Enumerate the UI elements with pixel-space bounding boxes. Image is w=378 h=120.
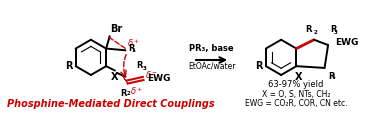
Text: EWG: EWG	[335, 38, 358, 47]
Text: Phosphine-Mediated Direct Couplings: Phosphine-Mediated Direct Couplings	[7, 99, 215, 109]
Text: 3: 3	[142, 66, 146, 71]
Text: $\delta^+$: $\delta^+$	[127, 37, 141, 49]
Text: R: R	[255, 61, 262, 71]
Text: EWG = CO₂R, COR, CN etc.: EWG = CO₂R, COR, CN etc.	[245, 99, 347, 108]
Text: 1: 1	[132, 48, 135, 53]
Text: R: R	[128, 44, 135, 53]
Text: EWG: EWG	[147, 74, 170, 83]
Text: X: X	[294, 72, 302, 82]
Text: $\delta^-$: $\delta^-$	[145, 69, 158, 80]
Text: 3: 3	[333, 30, 337, 35]
Text: $\delta^+$: $\delta^+$	[130, 86, 143, 97]
Text: R: R	[65, 61, 72, 71]
Text: R: R	[328, 72, 335, 81]
Text: Br: Br	[111, 24, 123, 34]
Text: EtOAc/water: EtOAc/water	[188, 62, 235, 71]
Text: 63-97% yield: 63-97% yield	[268, 80, 324, 89]
Text: 2: 2	[314, 30, 318, 35]
Text: PR₃, base: PR₃, base	[189, 44, 234, 53]
Text: R: R	[121, 89, 127, 98]
Text: R: R	[136, 61, 143, 70]
Text: R: R	[330, 25, 336, 34]
Text: 2: 2	[126, 91, 130, 96]
Text: 1: 1	[332, 74, 335, 79]
Text: X: X	[111, 72, 119, 82]
Text: R: R	[305, 25, 311, 34]
Text: X = O, S, NTs, CH₂: X = O, S, NTs, CH₂	[262, 90, 330, 99]
Polygon shape	[122, 75, 128, 84]
